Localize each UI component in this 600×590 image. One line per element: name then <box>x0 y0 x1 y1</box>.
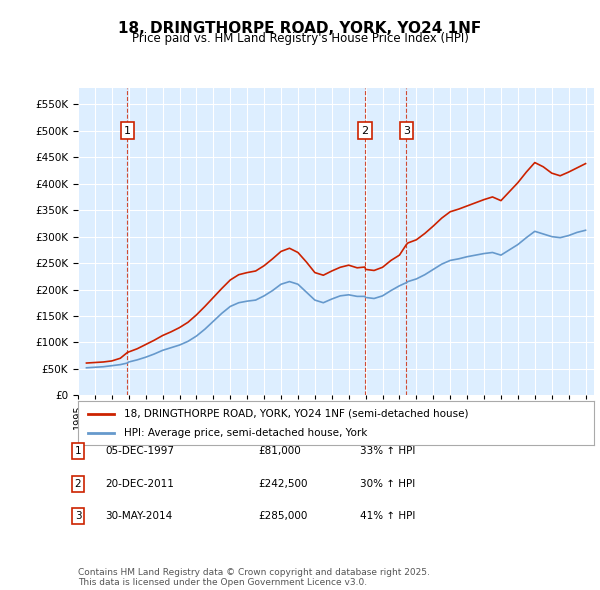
Text: 2: 2 <box>74 479 82 489</box>
Text: £285,000: £285,000 <box>258 512 307 521</box>
Text: 41% ↑ HPI: 41% ↑ HPI <box>360 512 415 521</box>
Text: 33% ↑ HPI: 33% ↑ HPI <box>360 447 415 456</box>
Text: 1: 1 <box>74 447 82 456</box>
Text: 18, DRINGTHORPE ROAD, YORK, YO24 1NF (semi-detached house): 18, DRINGTHORPE ROAD, YORK, YO24 1NF (se… <box>124 409 469 418</box>
Text: HPI: Average price, semi-detached house, York: HPI: Average price, semi-detached house,… <box>124 428 368 438</box>
Text: 3: 3 <box>74 512 82 521</box>
Text: Price paid vs. HM Land Registry's House Price Index (HPI): Price paid vs. HM Land Registry's House … <box>131 32 469 45</box>
Text: 3: 3 <box>403 126 410 136</box>
Text: 1: 1 <box>124 126 131 136</box>
Text: 30% ↑ HPI: 30% ↑ HPI <box>360 479 415 489</box>
Text: 20-DEC-2011: 20-DEC-2011 <box>105 479 174 489</box>
Text: 18, DRINGTHORPE ROAD, YORK, YO24 1NF: 18, DRINGTHORPE ROAD, YORK, YO24 1NF <box>118 21 482 35</box>
Text: 2: 2 <box>361 126 368 136</box>
Text: £81,000: £81,000 <box>258 447 301 456</box>
Text: Contains HM Land Registry data © Crown copyright and database right 2025.
This d: Contains HM Land Registry data © Crown c… <box>78 568 430 587</box>
Text: 05-DEC-1997: 05-DEC-1997 <box>105 447 174 456</box>
Text: 30-MAY-2014: 30-MAY-2014 <box>105 512 172 521</box>
Text: £242,500: £242,500 <box>258 479 308 489</box>
